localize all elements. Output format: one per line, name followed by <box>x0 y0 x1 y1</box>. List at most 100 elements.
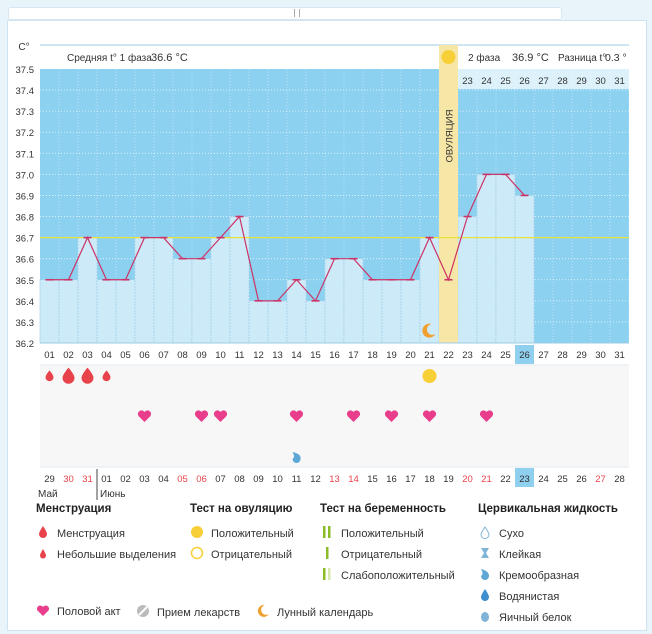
sticky-icon <box>478 546 492 563</box>
cycle-day-label: 23 <box>462 350 473 361</box>
legend-label: Отрицательный <box>341 548 422 561</box>
intercourse-heart-icon[interactable] <box>194 410 209 422</box>
legend-item: Менструация <box>36 523 176 544</box>
legend-label: Половой акт <box>57 606 121 618</box>
calendar-date-label: 16 <box>386 474 397 485</box>
intercourse-heart-icon[interactable] <box>479 410 494 422</box>
y-tick-label: 37.0 <box>16 170 35 181</box>
calendar-date-label: 01 <box>101 474 112 485</box>
legend-item: Отрицательный <box>190 544 294 565</box>
legend-label: Отрицательный <box>211 548 292 561</box>
cervical-creamy-icon[interactable] <box>292 452 301 463</box>
menstruation-drop-icon[interactable] <box>45 370 54 382</box>
phase2-day-label: 30 <box>595 76 606 87</box>
legend-item: Кремообразная <box>478 565 618 586</box>
creamy-icon <box>478 567 492 584</box>
legend-cervical-fluid: Цервикальная жидкость Сухо Клейкая Кремо… <box>478 503 618 628</box>
pill-icon <box>136 604 150 621</box>
bbt-chart: 37.5 37.4 37.3 37.2 37.1 37.0 36.9 36.8 36.7 36.6… <box>16 42 630 500</box>
today-highlight-calendar <box>515 468 534 487</box>
y-tick-label: 36.6 <box>16 255 35 266</box>
intercourse-heart-icon[interactable] <box>137 410 152 422</box>
legend-menstruation: Менструация Менструация Небольшие выделе… <box>36 503 176 565</box>
cycle-day-label: 22 <box>443 350 454 361</box>
legend-label: Сухо <box>499 527 524 540</box>
legend-moon-calendar: Лунный календарь <box>256 604 373 621</box>
cycle-day-label: 21 <box>424 350 435 361</box>
cycle-day-label: 10 <box>215 350 226 361</box>
temperature-bar <box>248 300 269 344</box>
cycle-day-label: 15 <box>310 350 321 361</box>
difference-label: Разница t° <box>558 53 606 64</box>
y-tick-label: 36.9 <box>16 191 35 202</box>
menstruation-drop-icon[interactable] <box>81 367 94 384</box>
calendar-date-label: 27 <box>595 474 606 485</box>
legend-label: Положительный <box>341 527 424 540</box>
calendar-date-label: 08 <box>234 474 245 485</box>
calendar-date-label: 11 <box>292 474 302 485</box>
y-tick-label: 37.3 <box>16 107 35 118</box>
difference-value: 0.3 ° <box>605 52 627 64</box>
cycle-day-label: 03 <box>82 350 93 361</box>
legend-title: Тест на овуляцию <box>190 503 293 515</box>
egg-white-icon <box>478 609 492 626</box>
legend-ovulation-test: Тест на овуляцию Положительный Отрицател… <box>190 503 294 565</box>
legend-label: Клейкая <box>499 548 542 561</box>
horizontal-scrollbar[interactable] <box>8 7 562 20</box>
ovulation-test-positive-icon[interactable] <box>422 369 437 383</box>
legend-item: Отрицательный <box>320 544 455 565</box>
temperature-bar <box>172 258 193 344</box>
temperature-bar <box>514 195 535 344</box>
cycle-day-label: 27 <box>538 350 549 361</box>
temperature-bar <box>210 237 231 344</box>
calendar-date-label: 20 <box>462 474 473 485</box>
legend-label: Небольшие выделения <box>57 548 177 561</box>
menstruation-drop-icon[interactable] <box>62 367 75 384</box>
menstruation-drop-icon[interactable] <box>102 370 111 382</box>
y-tick-label: 37.5 <box>16 65 35 76</box>
intercourse-heart-icon[interactable] <box>289 410 304 422</box>
calendar-date-label: 28 <box>614 474 625 485</box>
temperature-bar <box>476 174 497 344</box>
intercourse-heart-icon[interactable] <box>422 410 437 422</box>
legend-intercourse: Половой акт <box>36 604 121 620</box>
temperature-bar <box>39 279 60 344</box>
temperature-bar <box>381 279 402 344</box>
phase2-day-label: 24 <box>481 76 492 87</box>
legend-item: Небольшие выделения <box>36 544 176 565</box>
phase2-day-label: 31 <box>614 76 625 87</box>
phase-info-header <box>40 45 629 69</box>
calendar-date-label: 23 <box>519 474 530 485</box>
y-tick-label: 36.4 <box>16 297 35 308</box>
calendar-date-label: 24 <box>538 474 549 485</box>
legend-label: Прием лекарств <box>157 606 241 619</box>
cycle-day-label: 01 <box>44 350 55 361</box>
cycle-day-label: 02 <box>63 350 74 361</box>
cycle-day-label: 26 <box>519 350 530 361</box>
temperature-bar <box>191 258 212 344</box>
calendar-date-label: 07 <box>215 474 226 485</box>
test-faint-line-icon <box>320 567 334 584</box>
intercourse-heart-icon[interactable] <box>213 410 228 422</box>
temperature-bar <box>457 216 478 344</box>
cycle-day-label: 20 <box>405 350 416 361</box>
legend-item: Яичный белок <box>478 607 618 628</box>
intercourse-heart-icon[interactable] <box>384 410 399 422</box>
phase2-label: 2 фаза <box>468 52 501 64</box>
yellow-circle-outline-icon <box>190 546 204 563</box>
scrollbar-grip[interactable] <box>294 9 300 17</box>
cycle-day-label: 28 <box>557 350 568 361</box>
yellow-circle-filled-icon <box>190 525 204 542</box>
calendar-date-label: 25 <box>557 474 568 485</box>
month-label-may: Май <box>38 489 58 500</box>
moon-icon <box>422 323 436 338</box>
temperature-bar <box>115 279 136 344</box>
phase1-label: Средняя t° 1 фаза <box>67 52 152 64</box>
intercourse-heart-icon[interactable] <box>346 410 361 422</box>
calendar-date-label: 17 <box>405 474 416 485</box>
phase2-day-label: 27 <box>538 76 549 87</box>
cycle-day-axis-bg <box>40 343 629 365</box>
calendar-date-label: 13 <box>329 474 340 485</box>
legend-label: Менструация <box>57 527 125 540</box>
legend-title: Цервикальная жидкость <box>478 503 618 515</box>
